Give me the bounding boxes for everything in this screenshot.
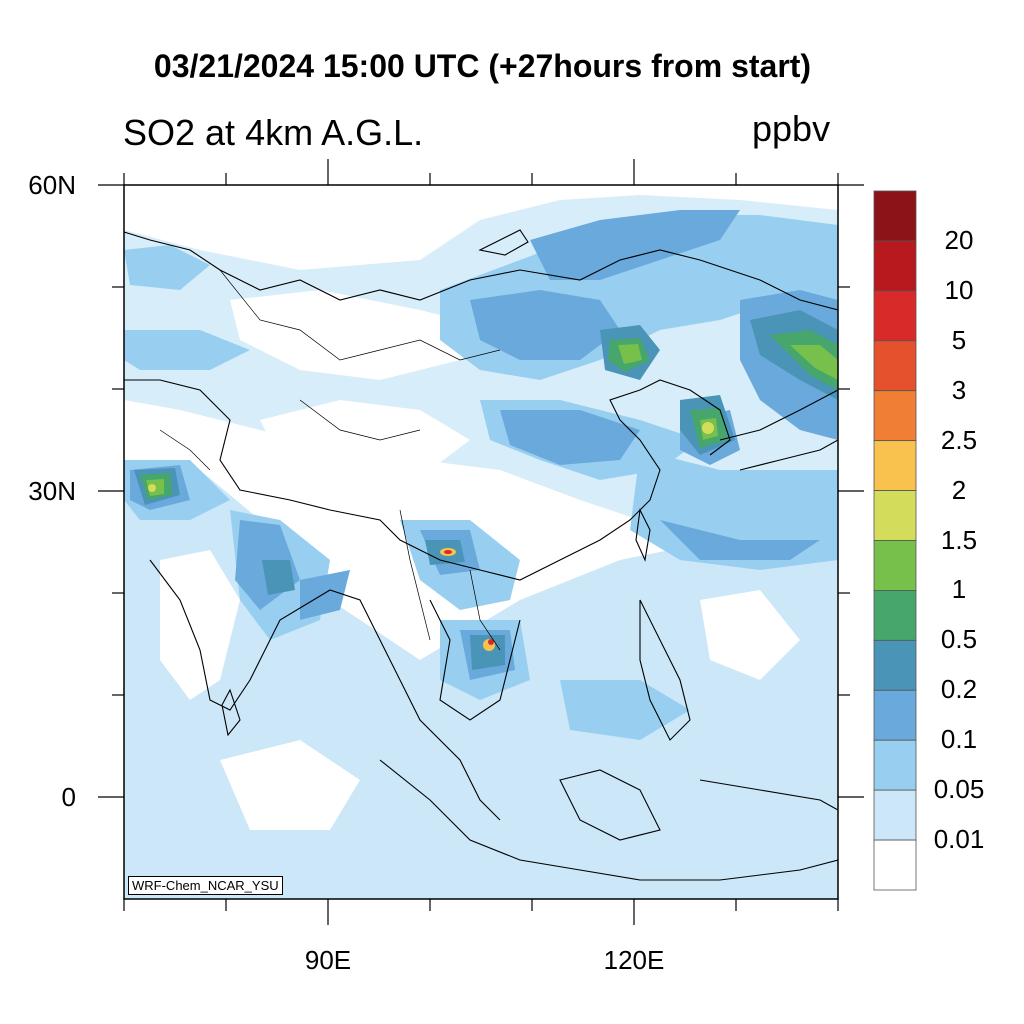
colorbar-tick-label: 20 [944, 224, 974, 255]
colorbar-tick-label: 2.5 [940, 424, 978, 455]
map-title: 03/21/2024 15:00 UTC (+27hours from star… [153, 48, 812, 84]
colorbar-tick-label: 2 [951, 474, 967, 505]
colorbar-swatch [873, 739, 917, 791]
colorbar-swatch [873, 290, 917, 342]
map-frame [123, 184, 839, 900]
lat-label-0: 0 [61, 782, 76, 812]
coastlines [124, 229, 838, 881]
axis-ticks [98, 159, 864, 925]
lon-label-90e: 90E [304, 945, 352, 975]
colorbar-tick-label: 0.05 [933, 774, 985, 805]
colorbar-swatch [873, 340, 917, 392]
colorbar-swatch [873, 540, 917, 591]
so2-hotspots [148, 422, 714, 651]
colorbar-tick-label: 10 [944, 274, 974, 305]
colorbar-tick-label: 3 [951, 374, 967, 405]
variable-label: SO2 at 4km A.G.L. [123, 112, 424, 153]
lon-label-120e: 120E [603, 945, 665, 975]
colorbar-swatch [873, 240, 917, 292]
colorbar-tick-label: 0.5 [940, 624, 978, 655]
colorbar-tick-label: 5 [951, 324, 967, 355]
colorbar-tick-label: 0.01 [933, 824, 985, 855]
colorbar-swatch [873, 689, 917, 741]
map-panel [124, 185, 838, 899]
lat-label-30n: 30N [28, 476, 76, 506]
colorbar-tick-label: 1 [951, 574, 967, 605]
colorbar-swatch [873, 440, 917, 491]
colorbar-tick-label: 1.5 [940, 524, 978, 555]
country-borders [159, 269, 501, 651]
colorbar-swatch [873, 839, 917, 891]
colorbar-swatch [873, 490, 917, 541]
colorbar-swatch [873, 390, 917, 442]
colorbar-tick-label: 0.2 [940, 674, 978, 705]
lat-label-60n: 60N [28, 170, 76, 200]
colorbar [873, 190, 917, 891]
colorbar-swatch [873, 789, 917, 841]
colorbar-swatch [873, 590, 917, 641]
units-label: ppbv [752, 108, 831, 149]
colorbar-swatch [873, 190, 917, 242]
model-label: WRF-Chem_NCAR_YSU [128, 876, 283, 895]
colorbar-tick-label: 0.1 [940, 724, 978, 755]
colorbar-swatch [873, 639, 917, 691]
